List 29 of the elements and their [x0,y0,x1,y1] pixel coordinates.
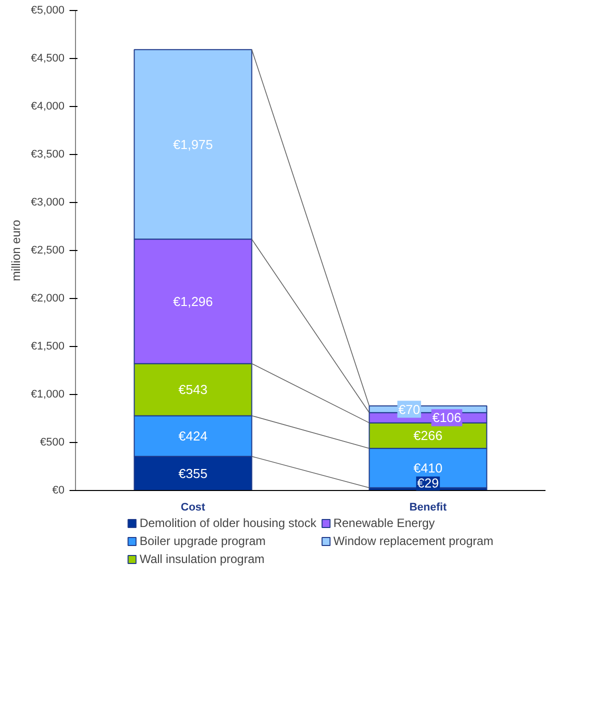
data-label: €106 [432,410,462,426]
y-tick-label: €3,500 [30,148,65,160]
y-tick-label: €3,000 [30,196,65,208]
data-label: €410 [414,460,442,476]
y-tick-label: €2,500 [30,244,65,256]
legend-label: Boiler upgrade program [140,534,266,548]
data-label: €266 [414,428,442,444]
data-label: €1,296 [173,294,213,309]
y-tick-label: €4,500 [30,52,65,64]
y-tick-label: €0 [52,484,65,496]
legend-label: Wall insulation program [140,552,265,566]
y-tick-label: €4,000 [30,100,65,112]
y-tick-label: €1,500 [30,340,65,352]
data-label: €543 [178,382,208,398]
y-axis-title: million euro [8,219,23,282]
legend-label: Renewable Energy [333,516,435,530]
data-label: €355 [178,466,208,481]
legend-label: Demolition of older housing stock [140,516,316,530]
y-tick-label: €500 [40,436,65,448]
y-tick-label: €1,000 [30,388,65,400]
y-tick-label: €2,000 [30,292,65,304]
data-label: €70 [398,402,420,417]
x-tick-label: Cost [180,502,206,514]
data-label: €424 [178,428,208,444]
data-label: €29 [417,475,439,490]
y-tick-label: €5,000 [30,4,65,16]
legend-label: Window replacement program [333,534,494,548]
data-label: €1,975 [173,136,213,152]
x-tick-label: Benefit [409,502,447,514]
